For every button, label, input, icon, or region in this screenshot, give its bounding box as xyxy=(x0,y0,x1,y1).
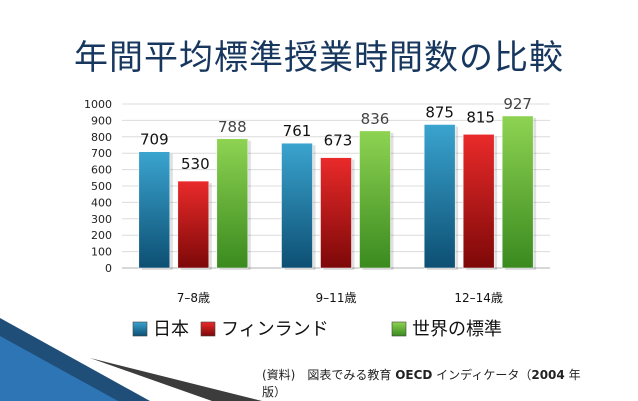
legend-swatch xyxy=(132,321,148,337)
page-title: 年間平均標準授業時間数の比較 xyxy=(74,38,564,78)
bar xyxy=(138,151,171,269)
y-tick-label: 500 xyxy=(91,180,112,193)
source-suffix1: 年 xyxy=(564,368,581,382)
bar xyxy=(216,138,249,269)
legend-swatch xyxy=(200,321,216,337)
source-prefix: (資料) 図表でみる教育 xyxy=(262,368,396,382)
y-tick-label: 100 xyxy=(91,246,112,259)
y-tick-label: 400 xyxy=(91,196,112,209)
source-year: 2004 xyxy=(531,368,565,382)
data-label: 875 xyxy=(425,104,454,122)
legend-label: フィンランド xyxy=(221,319,329,340)
y-tick-label: 1000 xyxy=(84,98,112,111)
data-label: 815 xyxy=(466,108,495,126)
data-label: 788 xyxy=(218,118,247,136)
source-note: (資料) 図表でみる教育 OECD インディケータ（2004 年 版） xyxy=(262,367,581,401)
bar xyxy=(462,134,495,269)
source-middle: インディケータ（ xyxy=(432,368,532,382)
x-tick-label: 12–14歳 xyxy=(454,291,503,305)
source-suffix2: 版） xyxy=(262,385,287,399)
y-tick-label: 300 xyxy=(91,213,112,226)
bar xyxy=(320,157,352,269)
y-tick-label: 800 xyxy=(91,131,112,144)
y-tick-label: 0 xyxy=(105,262,112,275)
x-tick-label: 9–11歳 xyxy=(316,291,357,305)
bar xyxy=(501,115,534,269)
data-label: 530 xyxy=(181,155,210,173)
data-label: 761 xyxy=(283,122,312,140)
data-label: 673 xyxy=(324,132,353,150)
bar xyxy=(281,142,313,269)
data-label: 836 xyxy=(361,110,390,128)
y-tick-label: 900 xyxy=(91,114,112,127)
y-tick-label: 600 xyxy=(91,164,112,177)
bar xyxy=(177,180,210,269)
legend-label: 世界の標準 xyxy=(412,319,502,340)
y-tick-label: 200 xyxy=(91,229,112,242)
legend-swatch xyxy=(391,321,407,337)
x-tick-label: 7–8歳 xyxy=(177,291,210,305)
data-label: 927 xyxy=(503,95,532,113)
bar xyxy=(359,130,391,269)
legend-label: 日本 xyxy=(153,319,189,340)
source-oecd: OECD xyxy=(395,368,433,382)
y-tick-label: 700 xyxy=(91,147,112,160)
bar xyxy=(423,124,456,269)
data-label: 709 xyxy=(140,131,169,149)
